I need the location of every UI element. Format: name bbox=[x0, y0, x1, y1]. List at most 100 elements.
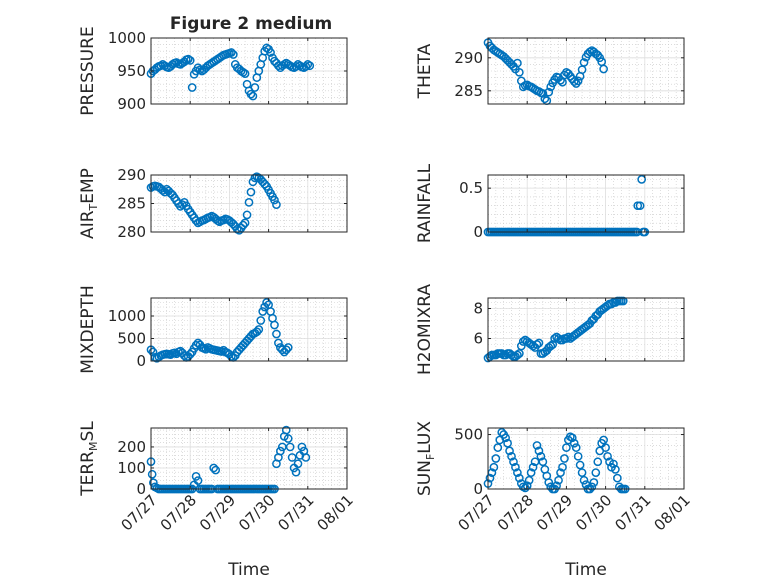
y-axis-label: AIRTEMP bbox=[78, 168, 100, 239]
data-point bbox=[283, 434, 293, 443]
data-point bbox=[148, 347, 158, 357]
data-point bbox=[191, 472, 201, 481]
x-axis-label: Time bbox=[227, 560, 270, 580]
data-point bbox=[538, 457, 548, 467]
data-point bbox=[209, 463, 219, 473]
data-point bbox=[272, 200, 281, 209]
data-point bbox=[564, 332, 573, 342]
data-point bbox=[518, 337, 528, 346]
data-point bbox=[515, 67, 524, 77]
data-point bbox=[179, 351, 189, 360]
y-axis-label: TERRMSL bbox=[78, 421, 100, 497]
y-tick-label: 0.5 bbox=[459, 179, 483, 197]
data-point bbox=[524, 475, 534, 485]
data-point bbox=[534, 446, 544, 456]
data-point bbox=[285, 442, 295, 452]
data-point bbox=[507, 350, 516, 360]
data-point bbox=[240, 218, 250, 228]
data-point bbox=[528, 462, 538, 472]
data-point bbox=[501, 350, 510, 360]
data-point bbox=[193, 476, 203, 485]
axes-box bbox=[487, 174, 685, 233]
data-point bbox=[635, 201, 645, 211]
data-point bbox=[618, 296, 628, 306]
data-point bbox=[217, 347, 226, 356]
data-point bbox=[544, 478, 554, 487]
data-point bbox=[147, 469, 157, 479]
y-tick-label: 285 bbox=[454, 82, 483, 100]
y-tick-label: 8 bbox=[473, 300, 483, 318]
data-point bbox=[599, 64, 608, 74]
data-point bbox=[560, 454, 569, 463]
data-point bbox=[281, 425, 291, 435]
data-point bbox=[246, 187, 256, 197]
y-tick-label: 280 bbox=[117, 223, 146, 241]
data-point bbox=[520, 483, 530, 493]
data-point bbox=[516, 341, 526, 351]
subplot-rainfall: 0 0.5 RAINFALL bbox=[415, 163, 685, 243]
y-tick-label: 950 bbox=[117, 62, 146, 80]
data-point bbox=[185, 349, 195, 359]
data-point bbox=[297, 442, 307, 452]
data-point bbox=[532, 441, 542, 450]
axes-box bbox=[150, 427, 348, 490]
data-point bbox=[558, 462, 567, 472]
data-point bbox=[491, 454, 501, 463]
data-point bbox=[260, 179, 270, 189]
data-point bbox=[550, 334, 559, 343]
data-point bbox=[567, 433, 577, 443]
subplot-mixdepth: 0 500 1000 MIXDEPTH bbox=[78, 285, 348, 374]
data-point bbox=[513, 350, 522, 360]
data-point bbox=[238, 220, 248, 230]
data-point bbox=[526, 468, 536, 478]
data-point bbox=[554, 475, 563, 485]
data-point bbox=[507, 451, 516, 461]
data-point bbox=[573, 76, 583, 86]
data-point bbox=[569, 77, 579, 86]
data-point bbox=[303, 60, 313, 69]
data-point bbox=[283, 343, 293, 352]
data-point bbox=[511, 462, 520, 472]
data-point bbox=[505, 446, 514, 456]
data-point bbox=[613, 473, 622, 483]
data-point bbox=[536, 451, 546, 461]
axes-box bbox=[150, 297, 348, 362]
axes-box bbox=[487, 37, 685, 105]
data-point bbox=[187, 83, 197, 92]
data-point bbox=[501, 433, 510, 443]
y-tick-label: 500 bbox=[117, 330, 146, 348]
data-point bbox=[579, 475, 589, 485]
axes-box bbox=[487, 427, 685, 490]
figure-title: Figure 2 medium bbox=[170, 14, 332, 34]
data-point bbox=[503, 438, 512, 448]
y-tick-label: 285 bbox=[117, 195, 146, 213]
data-point bbox=[593, 457, 603, 467]
data-point bbox=[248, 91, 258, 101]
data-point bbox=[509, 457, 518, 467]
data-point bbox=[544, 87, 554, 97]
data-point bbox=[489, 462, 499, 472]
plot-area bbox=[151, 428, 347, 489]
data-point bbox=[587, 482, 597, 492]
y-tick-label: 6 bbox=[473, 330, 483, 348]
data-point bbox=[571, 443, 581, 452]
data-point bbox=[579, 58, 589, 67]
data-point bbox=[538, 89, 548, 98]
y-tick-label: 1000 bbox=[108, 307, 146, 325]
data-point bbox=[599, 435, 608, 445]
data-point bbox=[515, 349, 524, 358]
data-point bbox=[534, 338, 544, 348]
plot-area bbox=[488, 175, 684, 232]
data-point bbox=[591, 468, 601, 478]
data-point bbox=[228, 50, 238, 59]
data-point bbox=[281, 345, 291, 355]
y-axis-label: MIXDEPTH bbox=[78, 285, 98, 374]
data-point bbox=[262, 298, 271, 307]
data-point bbox=[513, 468, 522, 478]
data-point bbox=[562, 443, 571, 452]
axes-box bbox=[487, 297, 685, 362]
y-tick-label: 0 bbox=[473, 480, 483, 498]
data-point bbox=[287, 453, 297, 462]
data-point bbox=[178, 200, 187, 209]
